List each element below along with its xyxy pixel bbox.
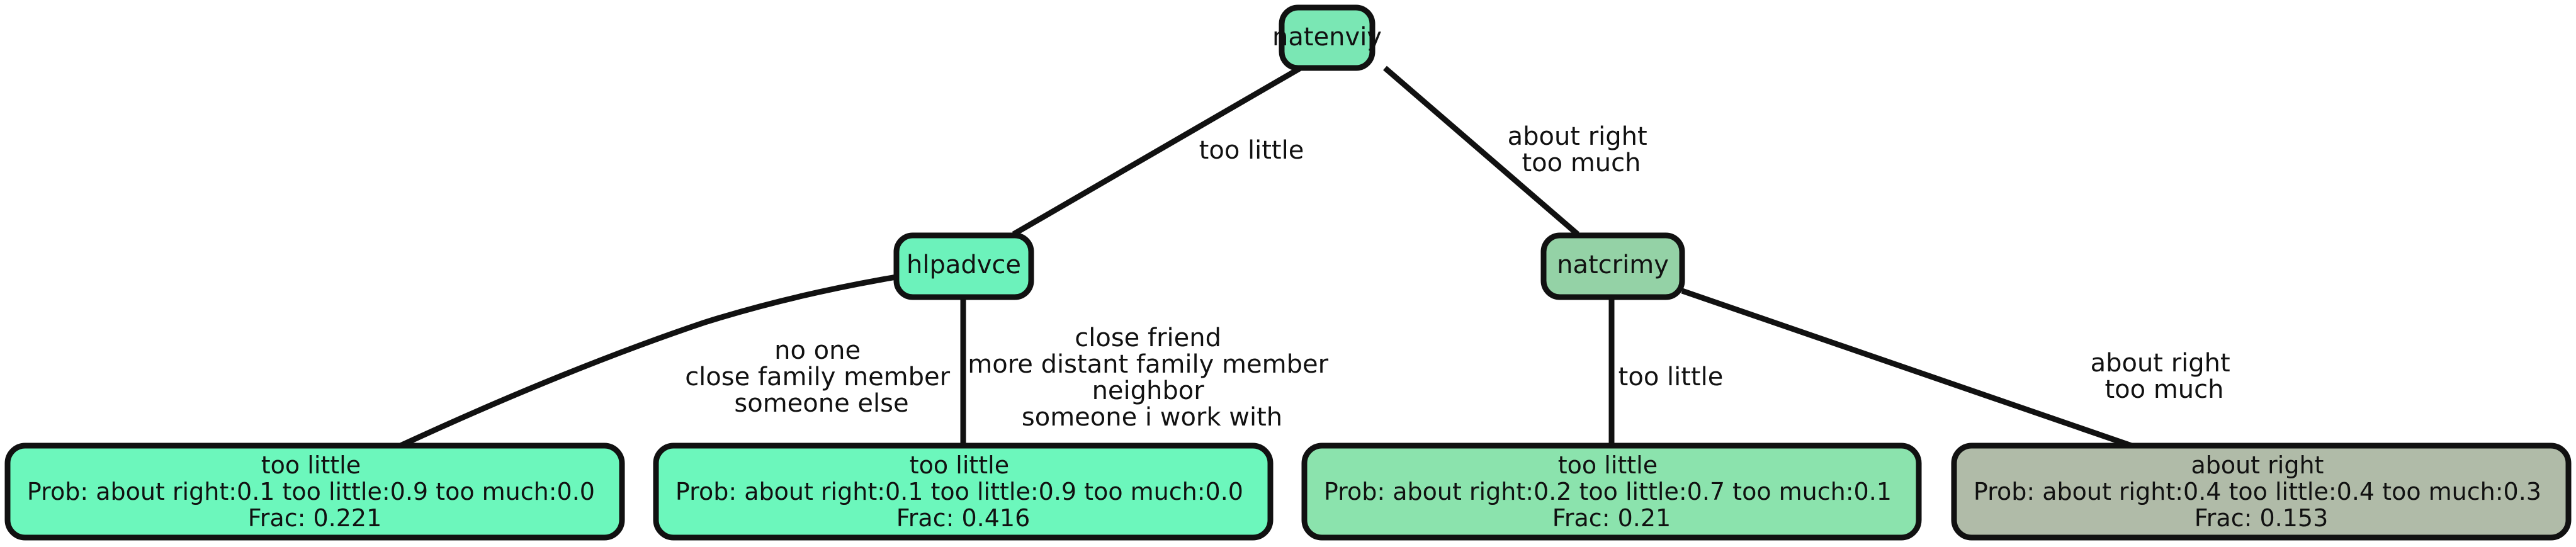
leaf-node-4: about right Prob: about right:0.4 too li… xyxy=(1951,443,2572,541)
edge-label-line: too much xyxy=(1522,149,1641,178)
edge-label-line: someone else xyxy=(734,389,908,418)
leaf-class: too little xyxy=(910,451,1009,479)
leaf-prob: Prob: about right:0.2 too little:0.7 too… xyxy=(1324,478,1892,505)
leaf-box xyxy=(4,443,625,541)
node-label: hlpadvce xyxy=(907,251,1021,279)
edge-label-line: too much xyxy=(2104,375,2223,404)
edge-line-hlpadvce-leaf1 xyxy=(399,274,897,449)
leaf-box xyxy=(1301,443,1922,541)
edge-label-line: close family member xyxy=(685,363,950,392)
leaf-frac: Frac: 0.21 xyxy=(1552,504,1671,532)
edge-label-line: neighbor xyxy=(1092,376,1205,405)
leaf-prob: Prob: about right:0.1 too little:0.9 too… xyxy=(675,478,1243,505)
node-label: natcrimy xyxy=(1557,251,1669,279)
leaf-text: too little Prob: about right:0.1 too lit… xyxy=(675,451,1251,532)
node-natenviy: natenviy xyxy=(1272,4,1382,71)
edge-label-line: too little xyxy=(1618,363,1724,392)
edge-label-line: someone i work with xyxy=(1022,403,1282,432)
leaf-box xyxy=(653,443,1274,541)
edge-label-line: about right xyxy=(2091,349,2230,378)
leaf-class: about right xyxy=(2191,451,2324,479)
edge-label-natenviy-natcrimy: about right too much xyxy=(1508,122,1656,178)
leaf-node-3: too little Prob: about right:0.2 too lit… xyxy=(1301,443,1922,541)
edge-label-hlpadvce-leaf1: no one close family member someone else xyxy=(685,336,958,418)
node-box xyxy=(1279,4,1376,71)
node-label: natenviy xyxy=(1272,23,1382,52)
edge-label-hlpadvce-leaf2: close friend more distant family member … xyxy=(968,324,1336,432)
leaf-prob: Prob: about right:0.4 too little:0.4 too… xyxy=(1974,478,2541,505)
leaf-class: too little xyxy=(261,451,361,479)
leaf-frac: Frac: 0.153 xyxy=(2195,504,2329,532)
node-hlpadvce: hlpadvce xyxy=(893,232,1034,300)
leaf-node-2: too little Prob: about right:0.1 too lit… xyxy=(653,443,1274,541)
node-natcrimy: natcrimy xyxy=(1540,232,1685,300)
leaf-box xyxy=(1951,443,2572,541)
leaf-class: too little xyxy=(1558,451,1658,479)
edge-label-natenviy-hlpadvce: too little xyxy=(1199,136,1304,165)
leaf-text: about right Prob: about right:0.4 too li… xyxy=(1974,451,2549,532)
edge-lines xyxy=(399,65,2133,449)
edge-label-line: no one xyxy=(774,336,861,365)
edge-label-line: close friend xyxy=(1075,324,1221,352)
leaf-text: too little Prob: about right:0.1 too lit… xyxy=(27,451,602,532)
leaf-prob: Prob: about right:0.1 too little:0.9 too… xyxy=(27,478,595,505)
edge-line-natcrimy-leaf4 xyxy=(1681,288,2133,449)
leaf-frac: Frac: 0.221 xyxy=(248,504,382,532)
leaf-node-1: too little Prob: about right:0.1 too lit… xyxy=(4,443,625,541)
leaf-text: too little Prob: about right:0.2 too lit… xyxy=(1324,451,1899,532)
edge-label-line: about right xyxy=(1508,122,1647,151)
edge-line-natenviy-hlpadvce xyxy=(1012,65,1302,237)
edge-label-natcrimy-leaf3: too little xyxy=(1618,363,1724,392)
edge-line-natenviy-natcrimy xyxy=(1383,65,1579,237)
node-box xyxy=(1540,232,1685,300)
edge-label-line: too little xyxy=(1199,136,1304,165)
edge-labels: too little about right too much no one c… xyxy=(685,122,2239,432)
leaf-frac: Frac: 0.416 xyxy=(896,504,1031,532)
edge-label-natcrimy-leaf4: about right too much xyxy=(2091,349,2239,404)
edge-label-line: more distant family member xyxy=(968,350,1328,379)
node-box xyxy=(893,232,1034,300)
